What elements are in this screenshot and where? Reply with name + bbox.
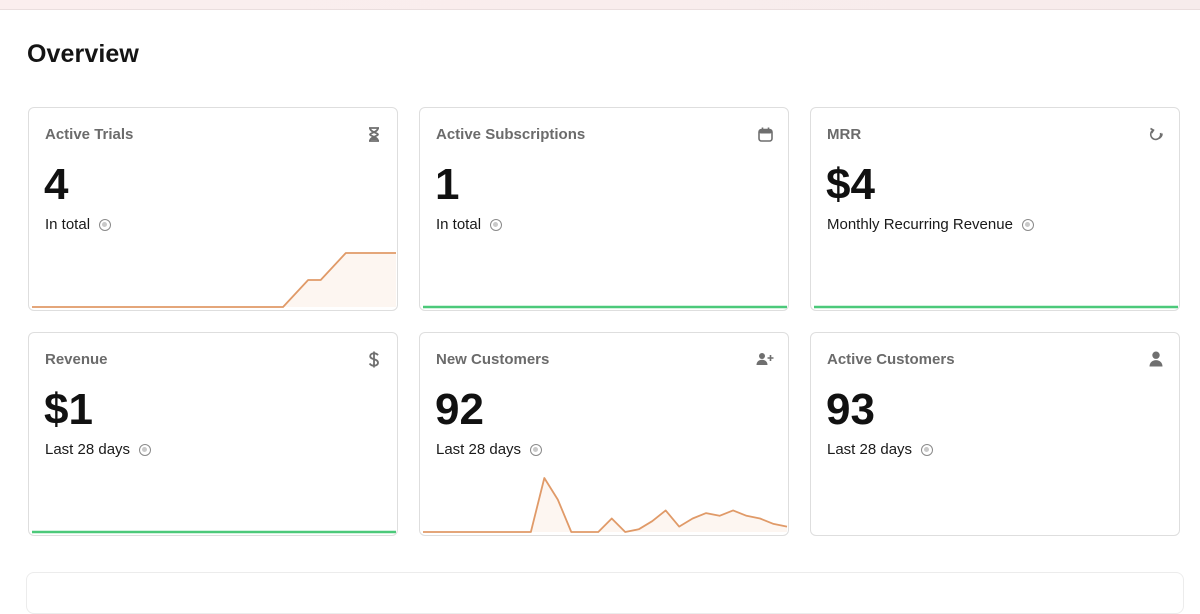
info-icon[interactable]	[99, 218, 112, 231]
info-icon[interactable]	[139, 443, 152, 456]
card-subtitle-text: Monthly Recurring Revenue	[827, 216, 1013, 233]
next-section-panel	[26, 572, 1184, 614]
dollar-icon	[365, 350, 383, 368]
sparkline-area	[32, 253, 396, 307]
card-subtitle: In total	[45, 216, 112, 233]
refresh-icon	[1147, 125, 1165, 143]
card-subtitle: Monthly Recurring Revenue	[827, 216, 1034, 233]
info-icon[interactable]	[1021, 218, 1034, 231]
calendar-icon	[756, 125, 774, 143]
sparkline	[423, 477, 788, 533]
card-subtitle-text: In total	[436, 216, 482, 233]
card-subtitle-text: Last 28 days	[45, 441, 131, 458]
card-value: 92	[435, 385, 484, 434]
card-value: $4	[826, 160, 875, 209]
info-icon[interactable]	[921, 443, 934, 456]
card-title: New Customers	[436, 351, 550, 368]
add-user-icon	[756, 350, 774, 368]
card-title: Active Customers	[827, 351, 955, 368]
card-title: Active Subscriptions	[436, 126, 586, 143]
card-new-customers[interactable]: New Customers 92 Last 28 days	[419, 332, 789, 536]
hourglass-icon	[365, 125, 383, 143]
card-active-customers[interactable]: Active Customers 93 Last 28 days	[810, 332, 1180, 536]
card-subtitle-text: In total	[45, 216, 91, 233]
top-banner	[0, 0, 1200, 10]
card-title: MRR	[827, 126, 862, 143]
sparkline	[32, 252, 396, 308]
sparkline	[814, 305, 1178, 309]
card-subtitle: Last 28 days	[45, 441, 152, 458]
card-value: $1	[44, 385, 93, 434]
sparkline-line	[423, 477, 788, 533]
card-title: Revenue	[45, 351, 108, 368]
sparkline	[811, 465, 1180, 535]
card-value: 4	[44, 160, 69, 209]
sparkline	[423, 305, 787, 309]
card-title: Active Trials	[45, 126, 134, 143]
card-value: 1	[435, 160, 460, 209]
info-icon[interactable]	[490, 218, 503, 231]
sparkline-area	[423, 478, 787, 532]
info-icon[interactable]	[530, 443, 543, 456]
card-mrr[interactable]: MRR $4 Monthly Recurring Revenue	[810, 107, 1180, 311]
card-subtitle: In total	[436, 216, 503, 233]
card-subtitle-text: Last 28 days	[827, 441, 913, 458]
card-revenue[interactable]: Revenue $1 Last 28 days	[28, 332, 398, 536]
card-active-trials[interactable]: Active Trials 4 In total	[28, 107, 398, 311]
user-icon	[1147, 350, 1165, 368]
card-subtitle: Last 28 days	[827, 441, 934, 458]
card-subtitle-text: Last 28 days	[436, 441, 522, 458]
card-subtitle: Last 28 days	[436, 441, 543, 458]
card-value: 93	[826, 385, 875, 434]
card-active-subscriptions[interactable]: Active Subscriptions 1 In total	[419, 107, 789, 311]
page-title: Overview	[27, 40, 139, 68]
sparkline	[32, 530, 396, 534]
sparkline-line	[32, 252, 396, 308]
